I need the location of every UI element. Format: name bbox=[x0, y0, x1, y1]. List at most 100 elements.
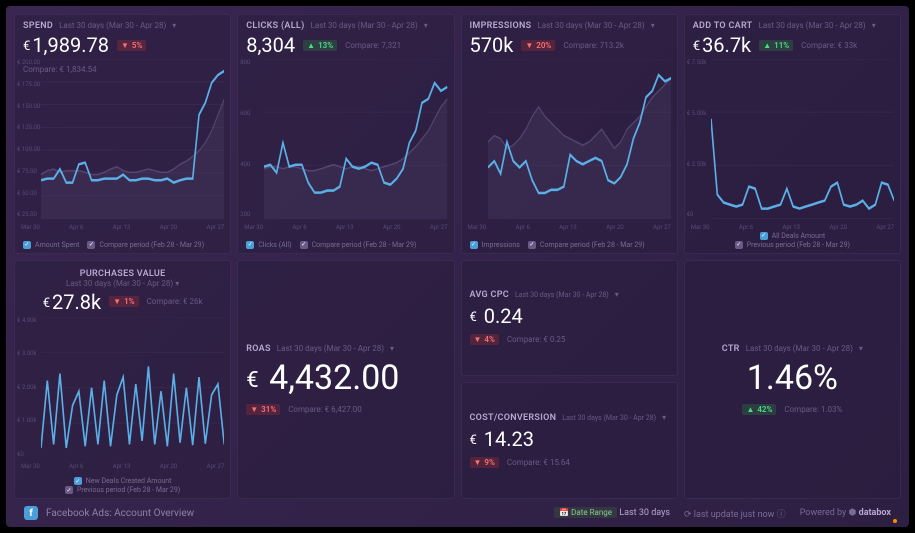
date-range-selector[interactable]: 📅 Date Range Last 30 days bbox=[554, 508, 670, 518]
card-title: PURCHASES VALUE bbox=[23, 269, 222, 279]
legend-item-compare[interactable]: ✓Compare period (Feb 28 - Mar 29) bbox=[300, 241, 417, 249]
line-chart bbox=[41, 59, 224, 219]
checkbox-icon: ✓ bbox=[87, 241, 95, 249]
card-ctr: CTR Last 30 days (Mar 30 - Apr 28) ▾ 1.4… bbox=[684, 260, 901, 500]
x-axis: Mar 30Apr 6Apr 13Apr 20Apr 27 bbox=[468, 224, 671, 231]
card-title: CLICKS (ALL) bbox=[246, 21, 304, 31]
chevron-down-icon[interactable]: ▾ bbox=[615, 290, 619, 299]
card-roas: ROAS Last 30 days (Mar 30 - Apr 28) ▾ € … bbox=[237, 260, 454, 500]
metric-value: € 4,432.00 bbox=[246, 358, 445, 398]
card-purchases: PURCHASES VALUE Last 30 days (Mar 30 - A… bbox=[14, 260, 231, 500]
legend: ✓Impressions ✓Compare period (Feb 28 - M… bbox=[470, 241, 669, 249]
legend: ✓Clicks (All) ✓Compare period (Feb 28 - … bbox=[246, 241, 445, 249]
chart-area: Mar 30Apr 6Apr 13Apr 20Apr 27 bbox=[468, 59, 671, 231]
delta-badge: ▲ 42% bbox=[742, 404, 776, 415]
chart-area: € 4.00k€ 3.00k€ 2.00k€ 1.00k€0 Mar 30Apr… bbox=[21, 317, 224, 471]
chart-area: € 200.00€ 175.00€ 150.00€ 125.00€ 100.00… bbox=[21, 59, 224, 231]
date-range[interactable]: Last 30 days (Mar 30 - Apr 28) bbox=[277, 344, 384, 353]
date-range[interactable]: Last 30 days (Mar 30 - Apr 28) bbox=[562, 414, 656, 422]
chevron-down-icon[interactable]: ▾ bbox=[859, 344, 863, 353]
chevron-down-icon[interactable]: ▾ bbox=[424, 21, 428, 30]
card-grid: SPEND Last 30 days (Mar 30 - Apr 28) ▾ €… bbox=[14, 14, 901, 499]
card-title: SPEND bbox=[23, 21, 53, 31]
legend-item-compare[interactable]: ✓Compare period (Feb 28 - Mar 29) bbox=[528, 241, 645, 249]
date-range[interactable]: Last 30 days (Mar 30 - Apr 28) bbox=[311, 21, 418, 30]
date-range[interactable]: Last 30 days (Mar 30 - Apr 28) bbox=[537, 21, 644, 30]
legend: ✓All Deals Amount ✓Previous period (Feb … bbox=[693, 232, 892, 249]
chevron-down-icon: ▾ bbox=[175, 279, 179, 288]
delta-badge: ▲ 13% bbox=[303, 40, 337, 51]
legend-item-primary[interactable]: ✓Impressions bbox=[470, 241, 520, 249]
delta-badge: ▼ 1% bbox=[109, 296, 138, 307]
checkbox-icon: ✓ bbox=[65, 486, 73, 494]
chevron-down-icon[interactable]: ▾ bbox=[872, 21, 876, 30]
legend-item-primary[interactable]: ✓Amount Spent bbox=[23, 241, 79, 249]
date-range[interactable]: Last 30 days (Mar 30 - Apr 28) bbox=[59, 21, 166, 30]
chevron-down-icon[interactable]: ▾ bbox=[651, 21, 655, 30]
x-axis: Mar 30Apr 6Apr 13Apr 20Apr 27 bbox=[244, 224, 447, 231]
date-range[interactable]: Last 30 days (Mar 30 - Apr 28) ▾ bbox=[23, 279, 222, 288]
card-title: CTR bbox=[722, 344, 740, 354]
line-chart bbox=[264, 59, 447, 219]
checkbox-icon: ✓ bbox=[23, 241, 31, 249]
checkbox-icon: ✓ bbox=[760, 232, 768, 240]
metric-value: 570k bbox=[470, 33, 514, 57]
delta-badge: ▼ 20% bbox=[521, 40, 555, 51]
compare-text: Compare: € 33k bbox=[801, 41, 857, 50]
checkbox-icon: ✓ bbox=[528, 241, 536, 249]
line-chart bbox=[41, 317, 224, 459]
legend-item-primary[interactable]: ✓Clicks (All) bbox=[246, 241, 291, 249]
y-axis: € 200.00€ 175.00€ 150.00€ 125.00€ 100.00… bbox=[17, 59, 41, 219]
card-clicks: CLICKS (ALL) Last 30 days (Mar 30 - Apr … bbox=[237, 14, 454, 254]
legend-item-compare[interactable]: ✓Previous period (Feb 28 - Mar 29) bbox=[65, 486, 180, 494]
checkbox-icon: ✓ bbox=[74, 477, 82, 485]
x-axis: Mar 30Apr 6Apr 13Apr 20Apr 27 bbox=[21, 463, 224, 470]
line-chart bbox=[488, 59, 671, 219]
metric-value: 8,304 bbox=[246, 33, 295, 57]
checkbox-icon: ✓ bbox=[300, 241, 308, 249]
checkbox-icon: ✓ bbox=[735, 241, 743, 249]
legend-item-primary[interactable]: ✓New Deals Created Amount bbox=[74, 477, 172, 485]
chevron-down-icon[interactable]: ▾ bbox=[662, 413, 666, 422]
delta-badge: ▼ 4% bbox=[470, 334, 499, 345]
legend-item-compare[interactable]: ✓Previous period (Feb 28 - Mar 29) bbox=[735, 241, 850, 249]
compare-text: Compare: 713.2k bbox=[563, 41, 624, 50]
card-costconversion: COST/CONVERSION Last 30 days (Mar 30 - A… bbox=[461, 382, 678, 499]
metric-value: €27.8k bbox=[43, 290, 101, 314]
legend-item-primary[interactable]: ✓All Deals Amount bbox=[760, 232, 826, 240]
card-impressions: IMPRESSIONS Last 30 days (Mar 30 - Apr 2… bbox=[461, 14, 678, 254]
card-spend: SPEND Last 30 days (Mar 30 - Apr 28) ▾ €… bbox=[14, 14, 231, 254]
databox-logo-icon: ⬢ bbox=[849, 508, 857, 518]
compare-text: Compare: 7,321 bbox=[345, 41, 401, 50]
card-addtocart: ADD TO CART Last 30 days (Mar 30 - Apr 2… bbox=[684, 14, 901, 254]
compare-text: Compare: € 26k bbox=[147, 297, 203, 306]
card-title: ROAS bbox=[246, 344, 271, 354]
card-avgcpc: AVG CPC Last 30 days (Mar 30 - Apr 28) ▾… bbox=[461, 260, 678, 377]
powered-by: Powered by ⬢ databox bbox=[800, 508, 891, 518]
card-title: IMPRESSIONS bbox=[470, 21, 532, 31]
y-axis: 800600400200 bbox=[240, 59, 264, 219]
metric-value: 1.46% bbox=[747, 358, 838, 398]
status-indicator-icon bbox=[893, 519, 897, 523]
date-range[interactable]: Last 30 days (Mar 30 - Apr 28) bbox=[746, 344, 853, 353]
date-range[interactable]: Last 30 days (Mar 30 - Apr 28) bbox=[759, 21, 866, 30]
delta-badge: ▲ 11% bbox=[759, 40, 793, 51]
date-range[interactable]: Last 30 days (Mar 30 - Apr 28) bbox=[515, 291, 609, 299]
chart-area: € 7.50k€ 5.00k€ 2.50k€0 Mar 30Apr 6Apr 1… bbox=[691, 59, 894, 231]
chevron-down-icon[interactable]: ▾ bbox=[390, 344, 394, 353]
dashboard-screen: SPEND Last 30 days (Mar 30 - Apr 28) ▾ €… bbox=[6, 6, 909, 527]
line-chart bbox=[711, 59, 894, 219]
legend-item-compare[interactable]: ✓Compare period (Feb 28 - Mar 29) bbox=[87, 241, 204, 249]
card-title: AVG CPC bbox=[470, 290, 509, 300]
refresh-button[interactable]: ⟳ last update just now ⓘ bbox=[684, 507, 786, 520]
delta-badge: ▼ 5% bbox=[117, 40, 146, 51]
compare-text: Compare: € 15.64 bbox=[507, 458, 570, 467]
y-axis: € 4.00k€ 3.00k€ 2.00k€ 1.00k€0 bbox=[17, 317, 41, 459]
legend: ✓Amount Spent ✓Compare period (Feb 28 - … bbox=[23, 241, 222, 249]
legend: ✓New Deals Created Amount ✓Previous peri… bbox=[23, 477, 222, 494]
compare-text: Compare: € 6,427.00 bbox=[288, 405, 362, 414]
footer-bar: f Facebook Ads: Account Overview 📅 Date … bbox=[14, 499, 901, 527]
chevron-down-icon[interactable]: ▾ bbox=[172, 21, 176, 30]
compare-text: Compare: 1.03% bbox=[784, 405, 842, 414]
card-title: ADD TO CART bbox=[693, 21, 753, 31]
